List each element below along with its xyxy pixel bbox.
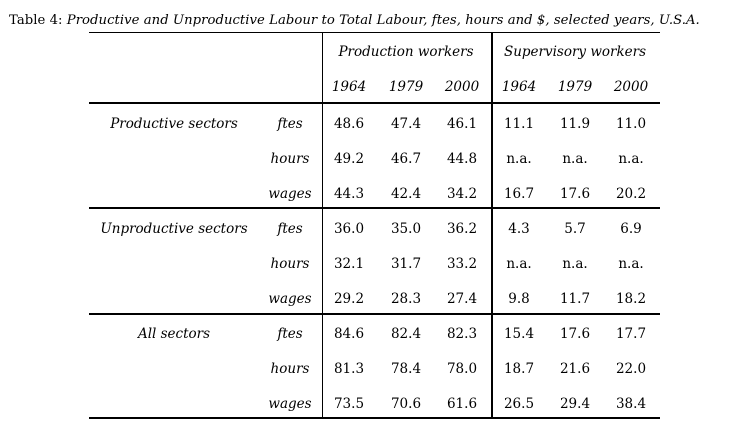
- year-header: 1964: [501, 79, 537, 95]
- table-cell: 15.4: [503, 326, 535, 342]
- table-cell: 38.4: [615, 396, 647, 412]
- table-cell: 47.4: [390, 116, 422, 132]
- header-rule: [89, 102, 660, 104]
- table-cell: 28.3: [390, 291, 422, 307]
- table-label: Table 4:: [9, 13, 63, 28]
- section-name: Productive sectors: [110, 116, 238, 132]
- table-cell: 5.7: [564, 221, 586, 237]
- table-cell: 17.6: [559, 186, 591, 202]
- year-header: 2000: [444, 79, 480, 95]
- table-cell: n.a.: [506, 256, 532, 272]
- table-cell: 35.0: [390, 221, 422, 237]
- table-cell: 21.6: [559, 361, 591, 377]
- table-cell: 78.4: [390, 361, 422, 377]
- table-cell: 78.0: [446, 361, 478, 377]
- table-cell: 29.2: [333, 291, 365, 307]
- table-cell: n.a.: [618, 256, 644, 272]
- measure-label: hours: [270, 256, 310, 272]
- table-cell: n.a.: [562, 151, 588, 167]
- table-cell: 31.7: [390, 256, 422, 272]
- table-cell: 4.3: [508, 221, 530, 237]
- table-cell: 82.4: [390, 326, 422, 342]
- table-cell: 61.6: [446, 396, 478, 412]
- group-header: Production workers: [338, 44, 474, 60]
- table-cell: 11.7: [559, 291, 591, 307]
- table-cell: 27.4: [446, 291, 478, 307]
- section-rule-2: [89, 313, 660, 315]
- group-header: Supervisory workers: [503, 44, 647, 60]
- year-header: 1964: [331, 79, 367, 95]
- measure-label: hours: [270, 361, 310, 377]
- table-cell: 11.0: [615, 116, 647, 132]
- table-cell: 33.2: [446, 256, 478, 272]
- column-divider-left: [322, 32, 323, 419]
- section-rule-1: [89, 207, 660, 209]
- table-cell: 81.3: [333, 361, 365, 377]
- year-header: 1979: [557, 79, 593, 95]
- table-cell: 46.1: [446, 116, 478, 132]
- table-cell: 34.2: [446, 186, 478, 202]
- year-header: 1979: [388, 79, 424, 95]
- table-cell: 9.8: [508, 291, 530, 307]
- measure-label: ftes: [277, 326, 303, 342]
- table-cell: 17.7: [615, 326, 647, 342]
- measure-label: hours: [270, 151, 310, 167]
- table-cell: 6.9: [620, 221, 642, 237]
- section-name: Unproductive sectors: [100, 221, 248, 237]
- table-cell: 26.5: [503, 396, 535, 412]
- table-cell: 48.6: [333, 116, 365, 132]
- measure-label: ftes: [277, 116, 303, 132]
- table-cell: 42.4: [390, 186, 422, 202]
- table-cell: 18.2: [615, 291, 647, 307]
- table-cell: 73.5: [333, 396, 365, 412]
- table-cell: 16.7: [503, 186, 535, 202]
- table-cell: n.a.: [506, 151, 532, 167]
- table-cell: 36.0: [333, 221, 365, 237]
- table-cell: 49.2: [333, 151, 365, 167]
- table-cell: 32.1: [333, 256, 365, 272]
- table-cell: n.a.: [618, 151, 644, 167]
- table-cell: 84.6: [333, 326, 365, 342]
- table-cell: 22.0: [615, 361, 647, 377]
- bottom-rule: [89, 417, 660, 419]
- measure-label: ftes: [277, 221, 303, 237]
- measure-label: wages: [268, 291, 312, 307]
- table-cell: 70.6: [390, 396, 422, 412]
- table-cell: 44.8: [446, 151, 478, 167]
- year-header: 2000: [613, 79, 649, 95]
- table-cell: 11.9: [559, 116, 591, 132]
- table-caption: Table 4: Productive and Unproductive Lab…: [9, 13, 700, 28]
- section-name: All sectors: [137, 326, 211, 342]
- table-cell: 46.7: [390, 151, 422, 167]
- table-cell: 17.6: [559, 326, 591, 342]
- table-cell: n.a.: [562, 256, 588, 272]
- column-divider-middle: [491, 32, 493, 419]
- table-cell: 44.3: [333, 186, 365, 202]
- table-title: Productive and Unproductive Labour to To…: [66, 13, 700, 28]
- table-cell: 20.2: [615, 186, 647, 202]
- table-cell: 36.2: [446, 221, 478, 237]
- measure-label: wages: [268, 186, 312, 202]
- top-rule: [89, 32, 660, 33]
- table-cell: 18.7: [503, 361, 535, 377]
- table-cell: 82.3: [446, 326, 478, 342]
- measure-label: wages: [268, 396, 312, 412]
- table-cell: 11.1: [503, 116, 535, 132]
- table-cell: 29.4: [559, 396, 591, 412]
